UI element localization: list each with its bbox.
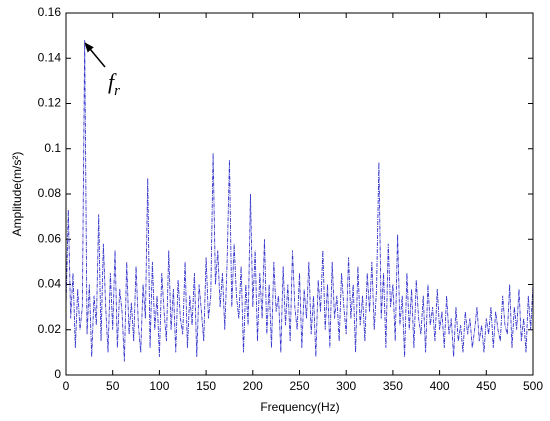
y-tick-label: 0.12	[38, 96, 62, 110]
y-tick-label: 0.04	[38, 277, 62, 291]
y-tick-label: 0	[54, 367, 61, 381]
x-tick-label: 50	[106, 379, 120, 393]
x-tick-label: 250	[289, 379, 309, 393]
x-axis-label: Frequency(Hz)	[260, 400, 339, 414]
x-tick-label: 0	[63, 379, 70, 393]
y-tick-label: 0.14	[38, 50, 62, 64]
y-tick-label: 0.16	[38, 5, 62, 19]
y-axis-label: Amplitude(m/s²)	[10, 152, 24, 237]
annotation-text: f	[108, 69, 117, 94]
x-tick-label: 300	[336, 379, 356, 393]
annotation: fr	[108, 69, 120, 99]
y-tick-label: 0.08	[38, 186, 62, 200]
x-tick-label: 350	[383, 379, 403, 393]
y-tick-label: 0.02	[38, 322, 62, 336]
spectrum-line	[65, 40, 534, 362]
x-tick-label: 400	[430, 379, 450, 393]
x-tick-label: 500	[523, 379, 543, 393]
axes-box	[65, 12, 534, 376]
y-tick-label: 0.1	[44, 141, 61, 155]
x-tick-label: 100	[149, 379, 169, 393]
x-tick-label: 150	[196, 379, 216, 393]
x-tick-label: 200	[243, 379, 263, 393]
annotation-subscript: r	[114, 83, 120, 99]
y-tick-label: 0.06	[38, 231, 62, 245]
annotation-arrow	[84, 42, 106, 68]
x-tick-label: 450	[476, 379, 496, 393]
